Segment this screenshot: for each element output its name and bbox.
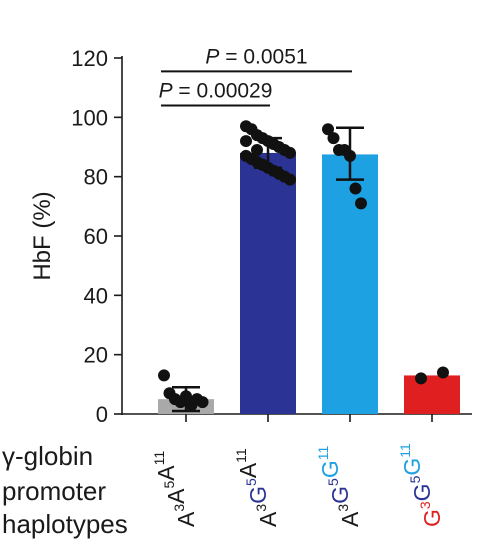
- data-point: [245, 152, 258, 165]
- x-group-label-line-2: promoter: [2, 476, 107, 506]
- x-tick-label-text: A3A5A11: [151, 451, 199, 527]
- x-group-label-line-3: haplotypes: [2, 509, 128, 539]
- data-point: [327, 132, 340, 145]
- data-point: [284, 173, 296, 186]
- data-point: [284, 146, 296, 159]
- error-bars: [172, 126, 364, 413]
- data-point: [251, 143, 263, 156]
- data-point: [322, 123, 334, 136]
- data-point: [437, 366, 449, 379]
- y-axis-label: HbF (%): [29, 191, 56, 280]
- comparison-label: P = 0.00029: [159, 79, 273, 102]
- data-point: [158, 369, 170, 382]
- y-tick-label: 0: [96, 402, 108, 427]
- bar-AGA: [240, 152, 296, 414]
- bars: [158, 152, 460, 414]
- y-tick-label: 80: [84, 165, 108, 190]
- data-point: [196, 396, 209, 409]
- bar-GGG: [404, 375, 460, 414]
- significance-brackets: P = 0.0051 P = 0.00029: [159, 45, 352, 107]
- bar-AGG: [322, 154, 378, 414]
- y-tick-label: 100: [71, 105, 108, 130]
- y-tick-label: 40: [84, 283, 108, 308]
- x-tick-label-AAA: A3A5A11: [151, 451, 199, 527]
- comparison-label: P = 0.0051: [205, 45, 307, 68]
- y-tick-label: 120: [71, 46, 108, 71]
- data-points: [158, 120, 449, 412]
- data-point: [355, 197, 367, 210]
- x-tick-label-GGG: G3G5G11: [397, 443, 445, 527]
- x-group-label-line-1: γ-globin: [2, 441, 94, 471]
- y-tick-label: 60: [84, 224, 108, 249]
- y-tick-label: 20: [84, 343, 108, 368]
- x-tick-label-text: A3G5G11: [315, 446, 363, 527]
- data-point: [240, 135, 252, 148]
- x-tick-label-text: A3G5A11: [233, 448, 281, 527]
- x-tick-label-AGG: A3G5G11: [315, 446, 363, 527]
- data-point: [349, 182, 362, 195]
- data-point: [415, 372, 427, 385]
- x-tick-label-AGA: A3G5A11: [233, 448, 281, 527]
- x-tick-labels: A3A5A11 A3G5A11 A3G5G11 G3G5G11: [151, 443, 445, 527]
- x-tick-label-text: G3G5G11: [397, 443, 445, 527]
